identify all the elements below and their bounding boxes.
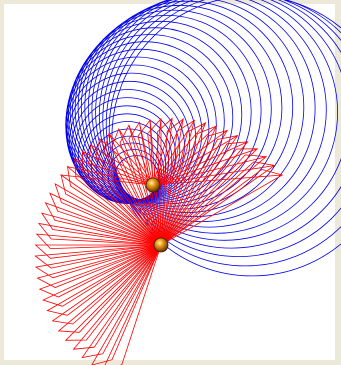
upper-ball[interactable]: [146, 178, 160, 192]
lower-ball[interactable]: [154, 238, 168, 252]
page: (() => { const ns = 'http://www.w3.org/2…: [0, 0, 341, 365]
drawing-canvas: [0, 0, 341, 365]
